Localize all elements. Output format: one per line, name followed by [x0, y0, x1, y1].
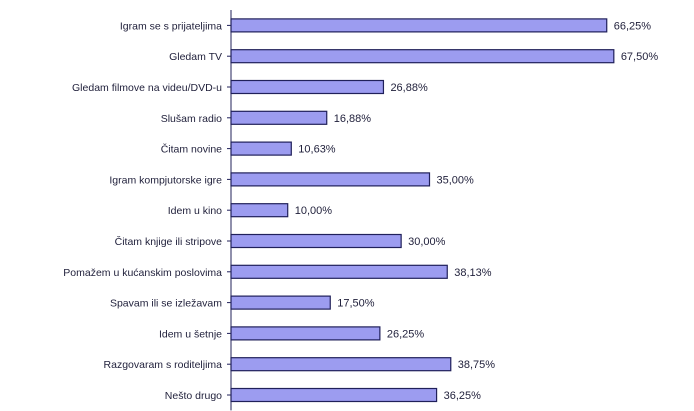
bar	[230, 141, 292, 156]
bar	[230, 295, 331, 310]
bar	[230, 172, 431, 187]
category-labels: Igram se s prijateljima Gledam TV Gledam f…	[63, 20, 222, 402]
category-label: Spavam ili se izležavam	[110, 298, 222, 310]
data-label: 10,00%	[295, 205, 333, 217]
bar	[230, 203, 289, 218]
category-label: Idem u kino	[168, 205, 222, 217]
data-label: 67,50%	[621, 51, 659, 63]
value-labels: 66,25% 67,50% 26,88% 16,88% 10,63% 35,00% 10,0…	[295, 20, 659, 402]
bar	[230, 233, 402, 249]
data-label: 10,63%	[298, 144, 336, 156]
data-label: 66,25%	[614, 20, 652, 32]
data-label: 38,75%	[458, 359, 496, 371]
bar	[230, 357, 452, 372]
data-label: 26,88%	[390, 82, 428, 94]
category-label: Čitam novine	[161, 143, 222, 156]
category-axis	[227, 10, 232, 411]
data-label: 35,00%	[437, 174, 475, 186]
category-label: Razgovaram s roditeljima	[104, 359, 223, 371]
data-label: 17,50%	[337, 298, 375, 310]
bar	[230, 18, 608, 33]
data-label: 26,25%	[387, 328, 425, 340]
category-label: Igram kompjutorske igre	[109, 174, 222, 186]
category-label: Čitam knjige ili stripove	[115, 235, 223, 248]
category-label: Idem u šetnje	[159, 328, 222, 340]
category-label: Pomažem u kućanskim poslovima	[63, 267, 222, 279]
data-label: 16,88%	[334, 113, 372, 125]
data-label: 36,25%	[444, 390, 482, 402]
category-label: Nešto drugo	[165, 390, 222, 402]
bar	[230, 326, 381, 341]
category-label: Slušam radio	[161, 113, 222, 125]
bar	[230, 264, 448, 279]
data-label: 38,13%	[454, 267, 492, 279]
bar	[230, 79, 385, 95]
bar	[230, 49, 615, 64]
bar	[230, 387, 438, 403]
data-label: 30,00%	[408, 236, 446, 248]
category-label: Gledam TV	[169, 51, 222, 63]
bar	[230, 110, 328, 125]
bars	[230, 18, 615, 403]
category-label: Gledam filmove na videu/DVD-u	[72, 82, 222, 94]
category-label: Igram se s prijateljima	[120, 20, 222, 32]
